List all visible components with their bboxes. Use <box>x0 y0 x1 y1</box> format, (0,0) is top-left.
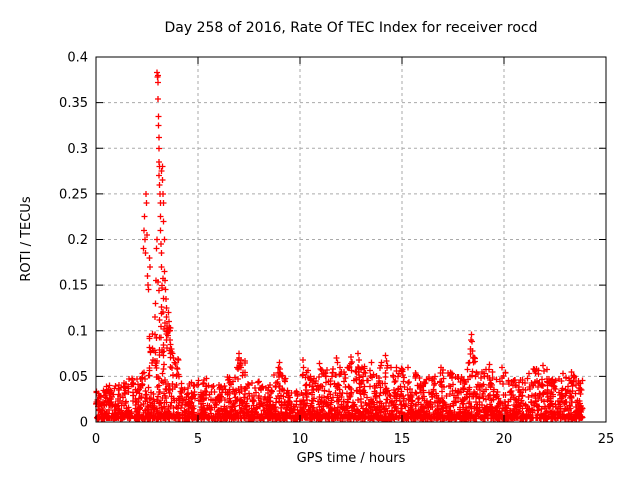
x-tick-label: 5 <box>194 432 202 447</box>
scatter-points <box>93 69 586 422</box>
y-tick-label: 0.35 <box>59 96 88 111</box>
x-tick-label: 0 <box>92 432 100 447</box>
y-tick-label: 0.3 <box>67 142 88 157</box>
y-tick-label: 0.25 <box>59 187 88 202</box>
y-tick-label: 0.4 <box>67 51 88 66</box>
y-tick-label: 0.1 <box>67 324 88 339</box>
x-tick-label: 25 <box>598 432 615 447</box>
y-tick-label: 0.15 <box>59 279 88 294</box>
x-tick-label: 20 <box>496 432 513 447</box>
x-axis-label: GPS time / hours <box>296 451 406 466</box>
x-tick-label: 15 <box>394 432 411 447</box>
y-tick-label: 0 <box>80 416 88 431</box>
x-tick-label: 10 <box>292 432 309 447</box>
y-tick-label: 0.05 <box>59 370 88 385</box>
y-tick-label: 0.2 <box>67 233 88 248</box>
chart-title: Day 258 of 2016, Rate Of TEC Index for r… <box>164 20 538 36</box>
